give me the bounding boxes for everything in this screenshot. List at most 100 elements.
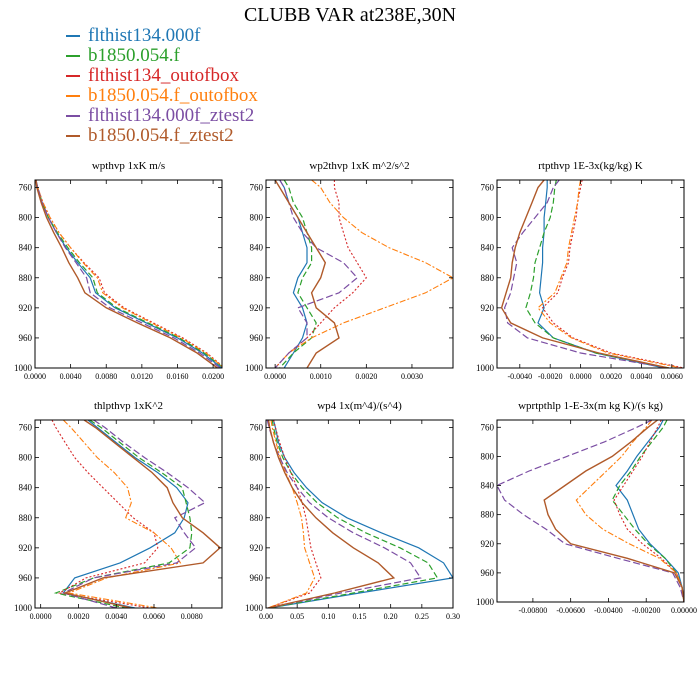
plot-frame [496, 179, 685, 369]
series-line-6 [543, 420, 684, 602]
panel-4: thlpthvp 1xK^276080084088092096010000.00… [14, 400, 223, 621]
panel-title: wprtpthlp 1-E-3x(m kg K)/(s kg) [518, 400, 663, 412]
series-line-3 [35, 180, 222, 367]
legend-swatch [66, 75, 80, 77]
panel-3: rtpthvp 1E-3x(kg/kg) K 760 800 840 880 920 960… [476, 160, 685, 381]
series-line-3 [541, 180, 684, 368]
panel-lines [266, 420, 453, 608]
panel-title: wpthvp 1xK m/s [92, 160, 165, 172]
x-tick-label: 0.0120 [131, 372, 153, 381]
y-tick-label: 1000 [245, 363, 264, 373]
series-line-2 [35, 180, 222, 368]
series-line-2 [611, 420, 684, 602]
x-tick-label: -0.00600 [556, 606, 585, 615]
x-tick-label: 0.0060 [143, 612, 165, 621]
y-tick-label: 840 [481, 481, 495, 491]
series-line-4 [267, 420, 316, 608]
x-tick-label: 0.0020 [600, 372, 622, 381]
panel-title: wp4 1x(m^4)/(s^4) [317, 400, 402, 412]
series-line-1 [615, 420, 684, 602]
series-line-5 [274, 180, 359, 368]
x-tick-label: 0.0080 [181, 612, 203, 621]
y-tick-label: 760 [19, 423, 33, 433]
x-tick-label: -0.0020 [538, 372, 563, 381]
series-line-2 [268, 420, 439, 608]
x-tick-label: 0.25 [415, 612, 429, 621]
y-tick-label: 920 [481, 303, 495, 313]
series-line-1 [269, 420, 453, 608]
series-line-6 [267, 420, 396, 608]
x-tick-label: 0.0030 [401, 372, 423, 381]
y-tick-label: 800 [481, 213, 495, 223]
x-tick-label: 0.05 [290, 612, 304, 621]
x-tick-label: 0.0000 [264, 372, 286, 381]
series-line-4 [35, 180, 222, 368]
y-tick-label: 800 [250, 453, 264, 463]
legend-item: b1850.054.f [66, 45, 258, 66]
series-line-4 [537, 180, 682, 368]
plot-frame [496, 419, 685, 603]
y-tick-label: 880 [481, 273, 495, 283]
y-tick-label: 840 [19, 483, 33, 493]
series-line-2 [279, 180, 317, 368]
x-tick-label: -0.00400 [594, 606, 623, 615]
panel-lines [51, 420, 222, 608]
x-tick-label: 0.0040 [105, 612, 127, 621]
y-tick-label: 960 [250, 333, 264, 343]
x-tick-label: -0.00800 [519, 606, 548, 615]
series-line-1 [537, 180, 665, 368]
y-tick-label: 760 [481, 183, 495, 193]
y-tick-label: 880 [481, 510, 495, 520]
y-tick-label: 760 [19, 183, 33, 193]
legend-label: flthist134_outofbox [88, 65, 239, 86]
x-tick-label: 0.0010 [310, 372, 332, 381]
y-tick-label: 760 [250, 423, 264, 433]
panel-title: thlpthvp 1xK^2 [94, 400, 163, 412]
x-tick-label: 0.10 [321, 612, 335, 621]
legend: flthist134.000f b1850.054.f flthist134_out… [66, 25, 258, 146]
y-tick-label: 920 [19, 543, 33, 553]
y-tick-label: 1000 [14, 363, 33, 373]
x-tick-label: 0.0040 [630, 372, 652, 381]
panel-5: wp4 1x(m^4)/(s^4)76080084088092096010000… [245, 400, 460, 621]
series-line-5 [503, 180, 669, 368]
x-tick-label: 0.0040 [60, 372, 82, 381]
legend-item: flthist134_outofbox [66, 65, 258, 86]
legend-item: b1850.054.f_ztest2 [66, 125, 258, 146]
x-tick-label: 0.0200 [202, 372, 224, 381]
x-tick-label: 0.0080 [95, 372, 117, 381]
legend-swatch [66, 115, 80, 117]
series-line-4 [575, 420, 684, 602]
x-tick-label: 0.30 [446, 612, 460, 621]
y-tick-label: 880 [250, 273, 264, 283]
main-title: CLUBB VAR at238E,30N [243, 4, 457, 26]
series-line-5 [266, 420, 422, 608]
panel-title: rtpthvp 1E-3x(kg/kg) K [538, 160, 643, 172]
legend-swatch [66, 95, 80, 97]
y-tick-label: 840 [19, 243, 33, 253]
x-tick-label: 0.0000 [24, 372, 46, 381]
y-tick-label: 840 [250, 243, 264, 253]
y-tick-label: 920 [250, 303, 264, 313]
legend-swatch [66, 55, 80, 57]
series-line-5 [35, 180, 221, 368]
y-tick-label: 800 [481, 451, 495, 461]
legend-label: flthist134.000f [88, 25, 201, 46]
series-line-3 [51, 420, 159, 608]
panel-2: wp2thvp 1xK m^2/s^2 760 800 840 880 920 960 100… [245, 160, 454, 381]
y-tick-label: 960 [250, 573, 264, 583]
panel-lines [35, 180, 222, 368]
y-tick-label: 920 [19, 303, 33, 313]
y-tick-label: 800 [250, 213, 264, 223]
series-line-3 [613, 420, 684, 602]
y-tick-label: 960 [481, 333, 495, 343]
y-tick-label: 920 [250, 543, 264, 553]
panel-1: wpthvp 1xK m/s76080084088092096010000.00… [14, 160, 224, 381]
legend-label: b1850.054.f [88, 45, 180, 66]
series-line-6 [500, 180, 669, 368]
y-tick-label: 960 [19, 333, 33, 343]
y-tick-label: 960 [481, 568, 495, 578]
x-tick-label: 0.0000 [570, 372, 592, 381]
panel-lines [497, 420, 684, 602]
